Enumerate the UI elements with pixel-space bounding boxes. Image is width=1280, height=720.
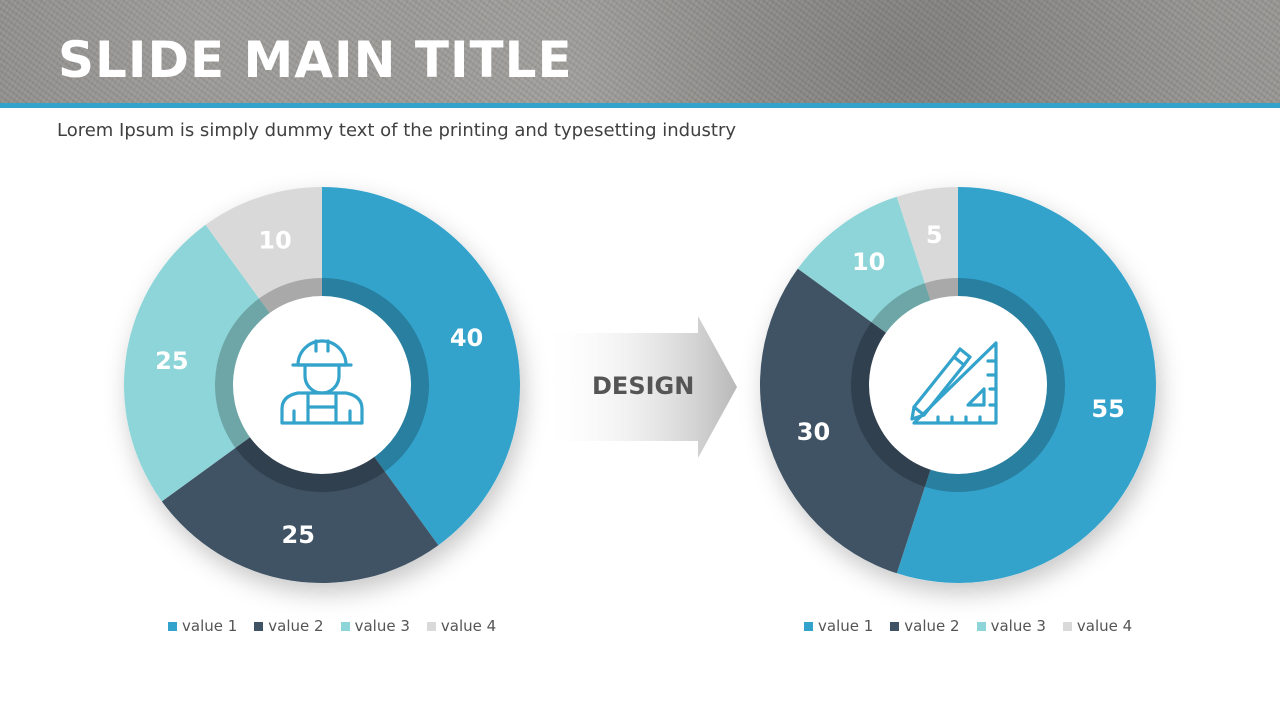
legend-swatch: [340, 621, 350, 631]
slice-value-2: [161, 385, 439, 584]
header-banner: [0, 0, 1280, 103]
legend-item-value-4: value 4: [426, 617, 497, 635]
donut-chart-left: 40 25 25 10: [123, 187, 521, 584]
slice-value-3: [123, 224, 322, 502]
legend-item-value-4: value 4: [1062, 617, 1133, 635]
arrow-shape: [540, 316, 737, 458]
legend-label: value 2: [904, 617, 960, 635]
slice-label-value-2: 25: [282, 521, 315, 549]
legend-label: value 1: [818, 617, 874, 635]
slice-label-value-3: 25: [155, 347, 188, 375]
legend-swatch: [426, 621, 436, 631]
legend-left: value 1 value 2 value 3 value 4: [168, 614, 513, 638]
legend-item-value-2: value 2: [254, 617, 324, 635]
legend-swatch: [976, 621, 986, 631]
legend-label: value 3: [354, 617, 410, 635]
legend-swatch: [890, 621, 900, 631]
slice-label-value-4: 5: [926, 221, 943, 249]
legend-label: value 3: [990, 617, 1046, 635]
donut-center: [869, 296, 1047, 474]
construction-worker-icon: [280, 339, 364, 425]
legend-item-value-2: value 2: [890, 617, 960, 635]
legend-label: value 4: [440, 617, 497, 635]
donut-center: [233, 296, 411, 474]
slice-label-value-4: 10: [258, 226, 291, 254]
slice-label-value-2: 30: [797, 418, 830, 446]
legend-swatch: [254, 621, 264, 631]
slice-label-value-1: 40: [450, 324, 483, 352]
legend-item-value-3: value 3: [976, 617, 1046, 635]
slice-value-2: [759, 268, 958, 574]
legend-swatch: [168, 621, 177, 631]
legend-item-value-1: value 1: [804, 617, 873, 635]
legend-label: value 2: [268, 617, 324, 635]
legend-item-value-1: value 1: [168, 617, 237, 635]
design-arrow: DESIGN: [540, 316, 740, 458]
ruler-triangle-pencil-icon: [910, 341, 998, 425]
legend-label: value 4: [1076, 617, 1133, 635]
legend-swatch: [1062, 621, 1072, 631]
legend-item-value-3: value 3: [340, 617, 410, 635]
slide-subtitle: Lorem Ipsum is simply dummy text of the …: [57, 120, 737, 141]
design-label: DESIGN: [592, 372, 695, 400]
legend-swatch: [804, 621, 813, 631]
legend-label: value 1: [182, 617, 238, 635]
donut-chart-right: 55 30 10 5: [759, 187, 1156, 583]
slice-label-value-3: 10: [852, 248, 885, 276]
legend-right: value 1 value 2 value 3 value 4: [804, 614, 1149, 638]
slide-title: SLIDE MAIN TITLE: [58, 31, 573, 89]
slice-label-value-1: 55: [1091, 395, 1124, 423]
header-accent-rule: [0, 103, 1280, 108]
slice-value-1: [322, 187, 521, 546]
